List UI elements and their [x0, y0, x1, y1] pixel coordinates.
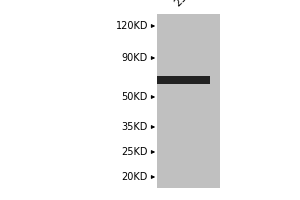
- Bar: [157, 76, 210, 84]
- Text: 50KD: 50KD: [122, 92, 148, 102]
- Text: 120KD: 120KD: [116, 21, 148, 31]
- Text: 35KD: 35KD: [122, 122, 148, 132]
- Text: 293: 293: [172, 0, 194, 8]
- Text: 25KD: 25KD: [122, 147, 148, 157]
- Text: 20KD: 20KD: [122, 172, 148, 182]
- Text: 90KD: 90KD: [122, 53, 148, 63]
- Bar: [157, 14, 220, 188]
